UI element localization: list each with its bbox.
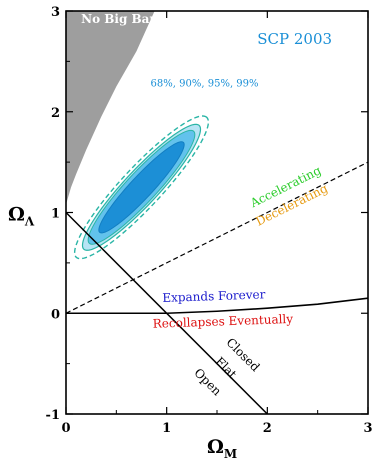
contour-68 [98,141,185,234]
acceleration-line [66,161,368,314]
axis-titles: ΩM ΩΛ [8,204,237,460]
confidence-levels-label: 68%, 90%, 95%, 99% [151,79,259,90]
y-tick-label: -1 [46,408,60,423]
contour-99 [73,115,210,260]
no-big-bang-region [66,11,155,205]
y-tick-label: 3 [51,5,60,20]
expansion-boundary-line [66,297,368,315]
y-tick-label: 2 [51,106,60,121]
x-axis-title-main: Ω [207,436,224,458]
y-tick-label: 0 [51,307,60,322]
y-axis-title-main: Ω [8,204,25,226]
x-tick-label: 0 [61,421,70,436]
no-big-bang-label: No Big Bang [81,12,167,26]
annotation-expands-forever: Expands Forever [162,287,266,305]
y-tick-label: 1 [51,207,60,222]
x-axis-title: ΩM [207,436,237,460]
plot-region [66,11,368,414]
y-axis-title-sub: Λ [24,215,35,229]
chart-title: SCP 2003 [257,30,332,48]
x-tick-label: 2 [263,421,272,436]
annotation-recollapses-eventually: Recollapses Eventually [153,312,294,331]
x-tick-label: 3 [363,421,372,436]
annotation-flat: Flat [212,354,239,381]
x-tick-label: 1 [162,421,171,436]
y-axis-title: ΩΛ [8,204,35,229]
x-axis-title-sub: M [224,447,237,460]
